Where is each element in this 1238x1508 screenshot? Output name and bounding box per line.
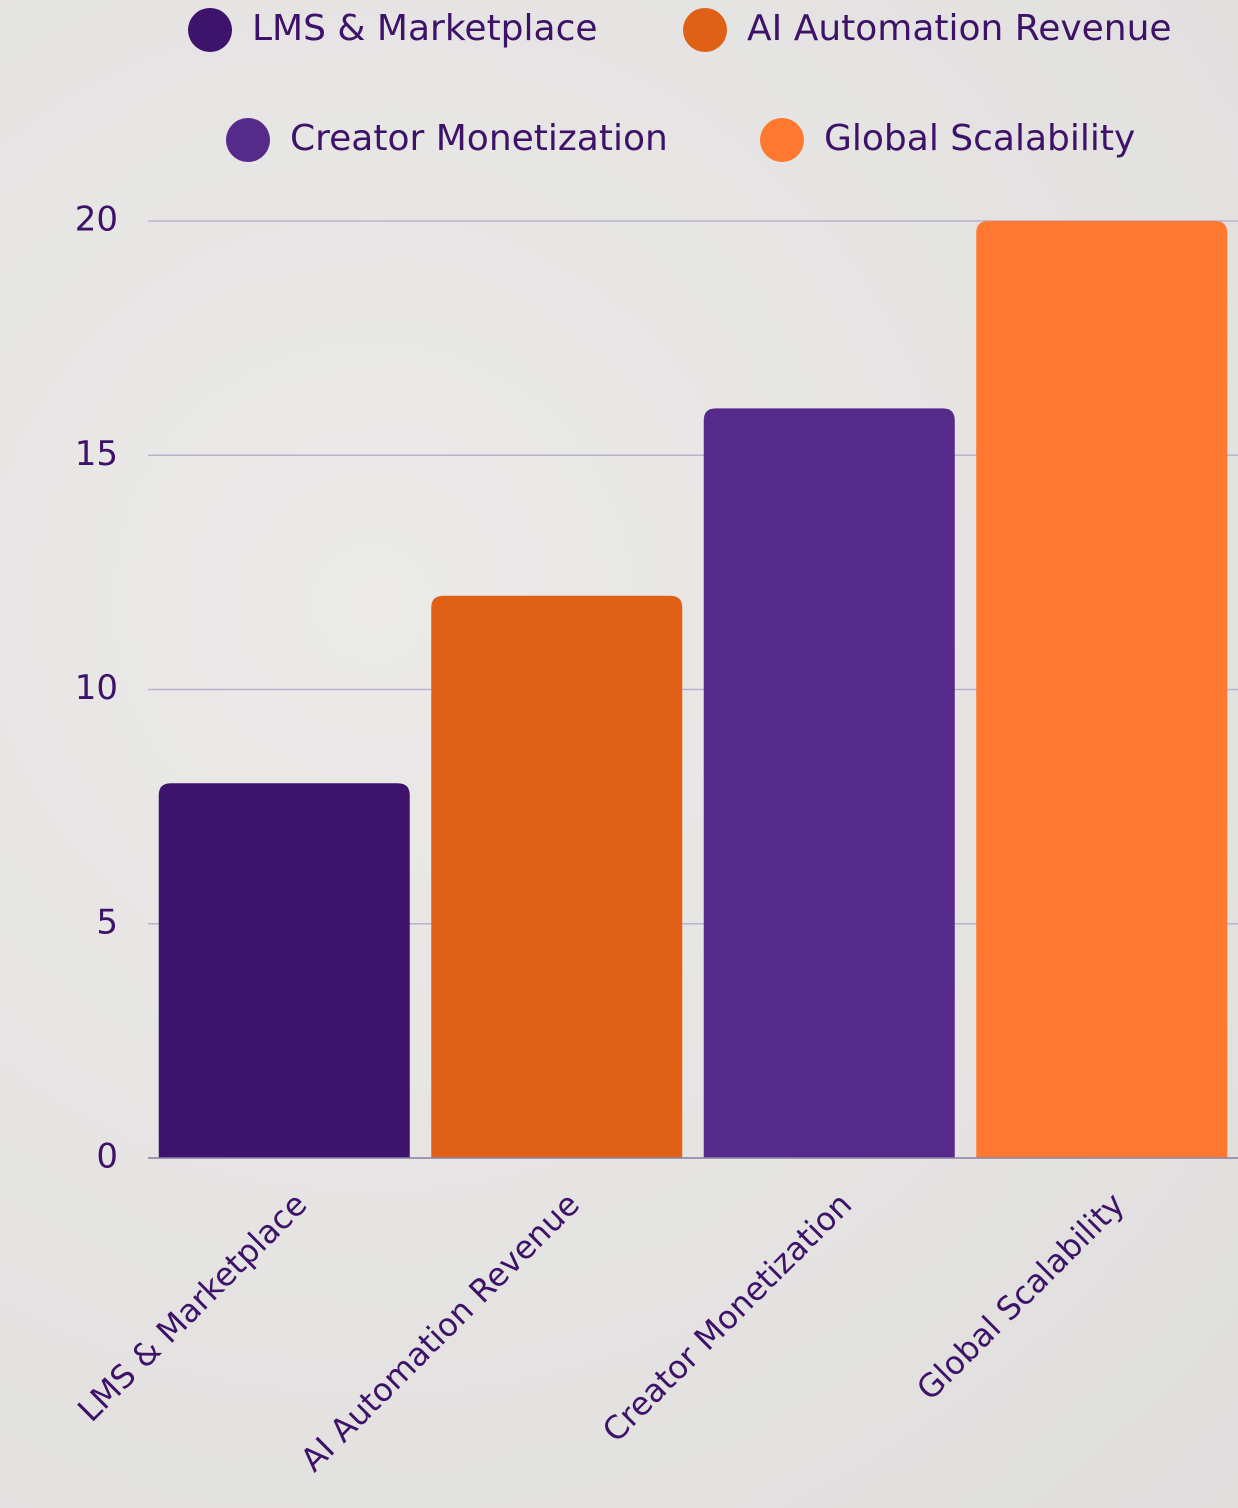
legend-marker (760, 118, 804, 162)
bar (703, 408, 955, 1158)
legend-label: AI Automation Revenue (747, 8, 1172, 49)
y-tick-label: 20 (75, 200, 118, 240)
y-tick-label: 5 (96, 902, 118, 942)
legend-label: Creator Monetization (290, 118, 668, 159)
y-tick-label: 0 (96, 1137, 118, 1177)
x-tick-label: LMS & Marketplace (70, 1185, 314, 1429)
bar (976, 221, 1228, 1158)
bar (431, 595, 683, 1158)
legend-label: Global Scalability (824, 118, 1135, 159)
legend-marker (188, 8, 232, 52)
x-tick-label: Global Scalability (909, 1185, 1132, 1408)
x-tick-label: AI Automation Revenue (293, 1185, 587, 1479)
legend-marker (683, 8, 727, 52)
x-tick-label: Creator Monetization (595, 1185, 859, 1449)
legend-marker (226, 118, 270, 162)
y-tick-label: 15 (75, 434, 118, 474)
legend-label: LMS & Marketplace (252, 8, 598, 49)
bar (158, 783, 410, 1158)
y-tick-label: 10 (75, 668, 118, 708)
